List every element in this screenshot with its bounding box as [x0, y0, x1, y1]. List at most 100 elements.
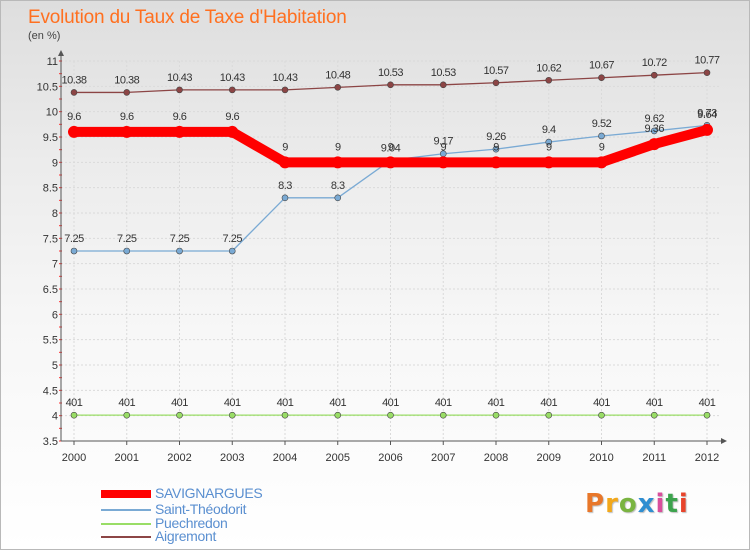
- data-label: 401: [66, 397, 83, 409]
- legend-label: Saint-Théodorit: [155, 501, 247, 517]
- y-tick-label: 11: [47, 56, 58, 68]
- x-tick-label: 2010: [589, 452, 613, 464]
- y-tick-label: 8: [52, 208, 58, 220]
- data-point: [334, 194, 342, 202]
- logo-letter: r: [605, 489, 619, 519]
- data-label: 9: [546, 141, 552, 153]
- x-tick-label: 2011: [642, 452, 666, 464]
- data-label: 401: [171, 397, 188, 409]
- logo-letter: i: [655, 489, 666, 519]
- y-tick-label: 10.5: [37, 81, 58, 93]
- data-label: 401: [540, 397, 557, 409]
- data-label: 9.04: [381, 142, 401, 154]
- data-label: 9.6: [120, 111, 134, 123]
- data-label: 401: [118, 397, 135, 409]
- data-point: [650, 127, 658, 135]
- data-label: 9.62: [645, 113, 665, 125]
- legend-label: Puechredon: [155, 515, 228, 531]
- data-point: [279, 156, 291, 169]
- logo-letter: P: [585, 489, 606, 519]
- data-point: [228, 411, 236, 419]
- chart-subtitle: (en %): [28, 30, 61, 42]
- y-tick-label: 6: [52, 309, 58, 321]
- y-tick-label: 8.5: [43, 183, 58, 195]
- data-label: 401: [699, 397, 716, 409]
- data-label: 10.53: [378, 67, 403, 79]
- y-tick-label: 4: [52, 411, 58, 423]
- data-point: [70, 89, 78, 96]
- data-point: [387, 411, 394, 419]
- x-tick-label: 2009: [537, 452, 561, 464]
- y-tick-label: 7.5: [43, 233, 58, 245]
- y-tick-label: 7: [52, 259, 58, 271]
- y-axis-arrow: [58, 50, 64, 56]
- legend-swatch: [101, 490, 151, 498]
- data-label: 10.72: [642, 57, 667, 69]
- data-label: 10.43: [272, 72, 297, 84]
- data-point: [437, 156, 450, 169]
- data-label: 401: [593, 397, 610, 409]
- data-point: [492, 79, 500, 87]
- data-point: [439, 81, 447, 89]
- data-label: 10.57: [483, 65, 508, 77]
- data-point: [176, 411, 183, 419]
- data-point: [598, 132, 605, 140]
- legend-swatch: [101, 523, 151, 525]
- data-label: 7.25: [117, 233, 137, 245]
- data-label: 8.3: [331, 180, 345, 192]
- data-point: [70, 247, 78, 255]
- data-point: [281, 86, 289, 94]
- x-tick-label: 2005: [326, 452, 350, 464]
- data-point: [650, 411, 658, 419]
- data-label: 9: [493, 141, 499, 153]
- data-label: 9: [599, 141, 605, 153]
- data-point: [334, 84, 342, 91]
- data-point: [384, 156, 397, 169]
- data-label: 401: [382, 397, 399, 409]
- data-point: [123, 411, 131, 419]
- data-point: [439, 411, 447, 419]
- data-point: [545, 411, 553, 419]
- data-label: 10.43: [167, 72, 192, 84]
- data-point: [176, 247, 183, 255]
- logo-letter: o: [618, 489, 638, 519]
- y-tick-label: 10: [46, 107, 58, 119]
- data-point: [226, 125, 239, 138]
- data-label: 9.26: [486, 131, 506, 143]
- data-label: 10.67: [589, 60, 614, 72]
- data-point: [703, 69, 711, 76]
- legend-swatch: [101, 509, 151, 511]
- data-point: [281, 411, 289, 419]
- data-label: 9.52: [592, 118, 612, 130]
- x-tick-label: 2003: [220, 452, 244, 464]
- data-label: 8.3: [278, 180, 292, 192]
- data-point: [545, 76, 553, 84]
- data-label: 10.77: [694, 55, 719, 67]
- x-tick-label: 2000: [62, 452, 86, 464]
- data-point: [598, 74, 605, 82]
- x-tick-label: 2007: [431, 452, 455, 464]
- data-point: [331, 156, 344, 169]
- data-point: [545, 138, 553, 146]
- data-label: 10.53: [431, 67, 456, 79]
- data-point: [120, 125, 133, 138]
- data-label: 7.25: [64, 233, 84, 245]
- data-point: [123, 89, 131, 96]
- data-label: 9.6: [173, 111, 187, 123]
- x-tick-label: 2006: [378, 452, 402, 464]
- data-point: [701, 123, 713, 136]
- data-point: [598, 411, 605, 419]
- data-label: 10.38: [114, 74, 139, 86]
- logo-letter: x: [637, 489, 656, 519]
- legend-swatch: [101, 536, 151, 538]
- y-tick-label: 3.5: [43, 436, 58, 448]
- data-point: [123, 247, 131, 255]
- data-label: 9.6: [225, 111, 239, 123]
- y-tick-label: 9.5: [43, 132, 58, 144]
- data-label: 10.38: [61, 74, 86, 86]
- data-label: 10.48: [325, 69, 350, 81]
- data-label: 401: [224, 397, 241, 409]
- x-tick-label: 2001: [115, 452, 139, 464]
- data-point: [648, 138, 661, 151]
